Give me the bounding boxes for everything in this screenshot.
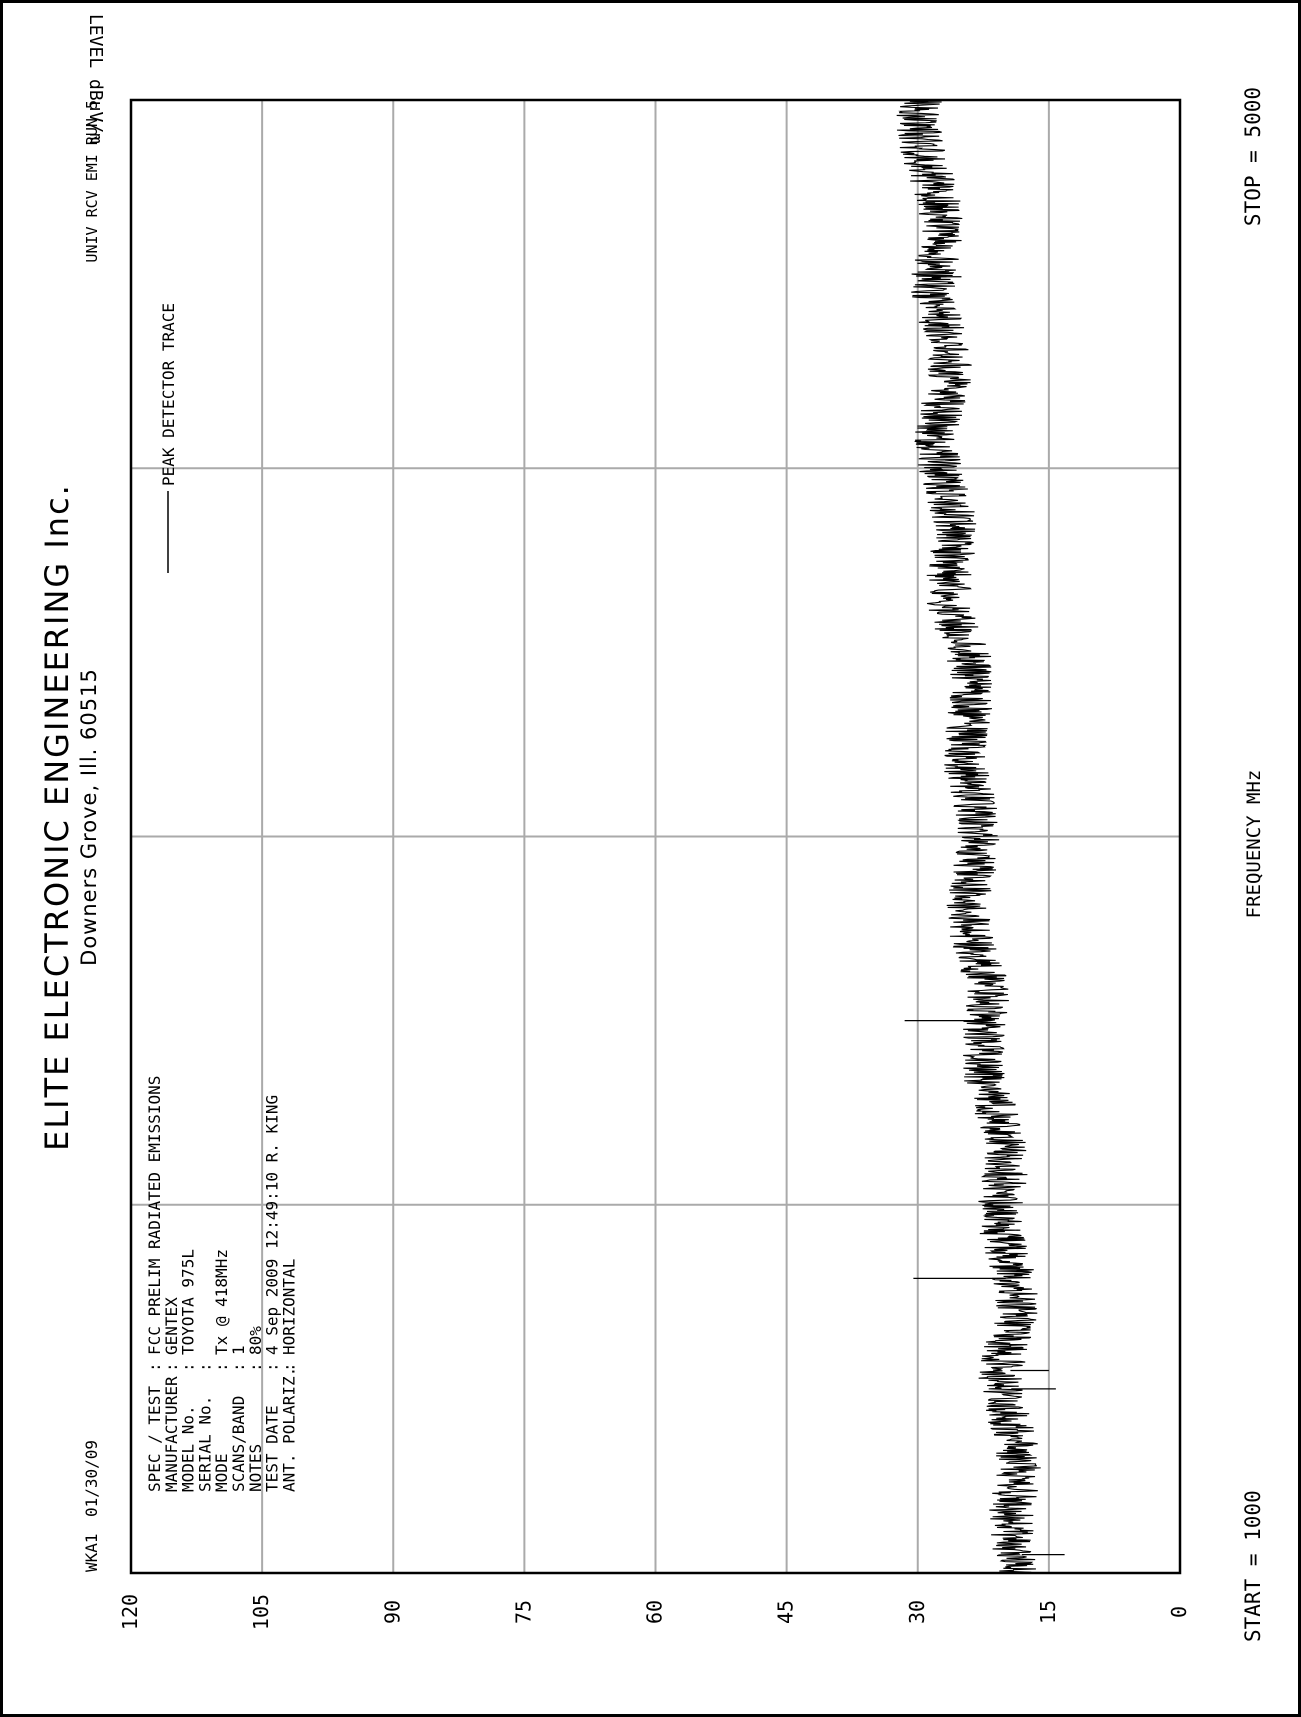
info-row-value: 80% [246, 1326, 265, 1355]
y-tick-labels: 120 105 90 75 60 45 30 15 0 [118, 1594, 1191, 1630]
plot-frame [129, 98, 1182, 1575]
info-row-label: MODE [212, 1453, 231, 1492]
info-row-label: MODEL No. [179, 1405, 198, 1492]
info-row-value: TOYOTA 975L [179, 1249, 198, 1355]
y-tick-label: 75 [511, 1600, 535, 1624]
x-start-label: START = 1000 [1241, 1490, 1265, 1642]
y-tick-label: 30 [905, 1600, 929, 1624]
rotated-chart: ELITE ELECTRONIC ENGINEERING Inc. Downer… [38, 14, 1265, 1642]
info-row-value: Tx @ 418MHz [212, 1249, 231, 1355]
info-row-colon: : [229, 1362, 248, 1372]
legend-label: PEAK DETECTOR TRACE [159, 303, 178, 486]
info-row-colon: : [195, 1362, 214, 1372]
y-tick-label: 90 [380, 1600, 404, 1624]
top-left-id: WKA1 [82, 1533, 101, 1572]
info-row-colon: : [246, 1362, 265, 1372]
x-stop-label: STOP = 5000 [1241, 87, 1265, 226]
info-row-colon: : [145, 1362, 164, 1372]
info-row-colon: : [179, 1362, 198, 1372]
info-row-label: MANUFACTURER [162, 1376, 181, 1492]
test-info-block: SPEC / TEST: FCC PRELIM RADIATED EMISSION… [145, 1076, 298, 1492]
top-right-label: UNIV RCV EMI RUN 5 [83, 100, 101, 263]
top-left-date: 01/30/09 [82, 1440, 101, 1517]
info-row-value: 4 Sep 2009 12:49:10 R. KING [263, 1095, 282, 1355]
info-row-colon: : [279, 1362, 298, 1372]
info-row-colon: : [263, 1362, 282, 1372]
header-subtitle: Downers Grove, Ill. 60515 [77, 668, 101, 966]
grid-lines [131, 100, 1180, 1573]
info-row-value: 1 [229, 1345, 248, 1355]
y-tick-label: 0 [1167, 1606, 1191, 1618]
info-row-value: GENTEX [162, 1297, 181, 1355]
header-title: ELITE ELECTRONIC ENGINEERING Inc. [38, 483, 76, 1151]
info-row-label: ANT. POLARIZ. [279, 1367, 298, 1492]
info-row-value: FCC PRELIM RADIATED EMISSIONS [145, 1076, 164, 1355]
y-axis-label: LEVEL dBuV/m [85, 14, 106, 144]
x-axis-label: FREQUENCY MHz [1243, 770, 1265, 919]
info-row-label: SPEC / TEST [145, 1386, 164, 1492]
info-row-value: HORIZONTAL [279, 1259, 298, 1355]
info-row-colon: : [162, 1362, 181, 1372]
trace-line [896, 99, 1041, 1574]
info-row-label: SERIAL No. [195, 1396, 214, 1492]
info-row-label: SCANS/BAND [229, 1396, 248, 1492]
info-row-colon: : [212, 1362, 231, 1372]
y-tick-label: 15 [1036, 1600, 1060, 1624]
y-tick-label: 120 [118, 1594, 142, 1630]
peak-detector-trace [896, 99, 1065, 1574]
y-tick-label: 60 [643, 1600, 667, 1624]
info-row-label: TEST DATE [263, 1405, 282, 1492]
y-tick-label: 105 [249, 1594, 273, 1630]
y-tick-label: 45 [774, 1600, 798, 1624]
info-row-label: NOTES [246, 1444, 265, 1492]
